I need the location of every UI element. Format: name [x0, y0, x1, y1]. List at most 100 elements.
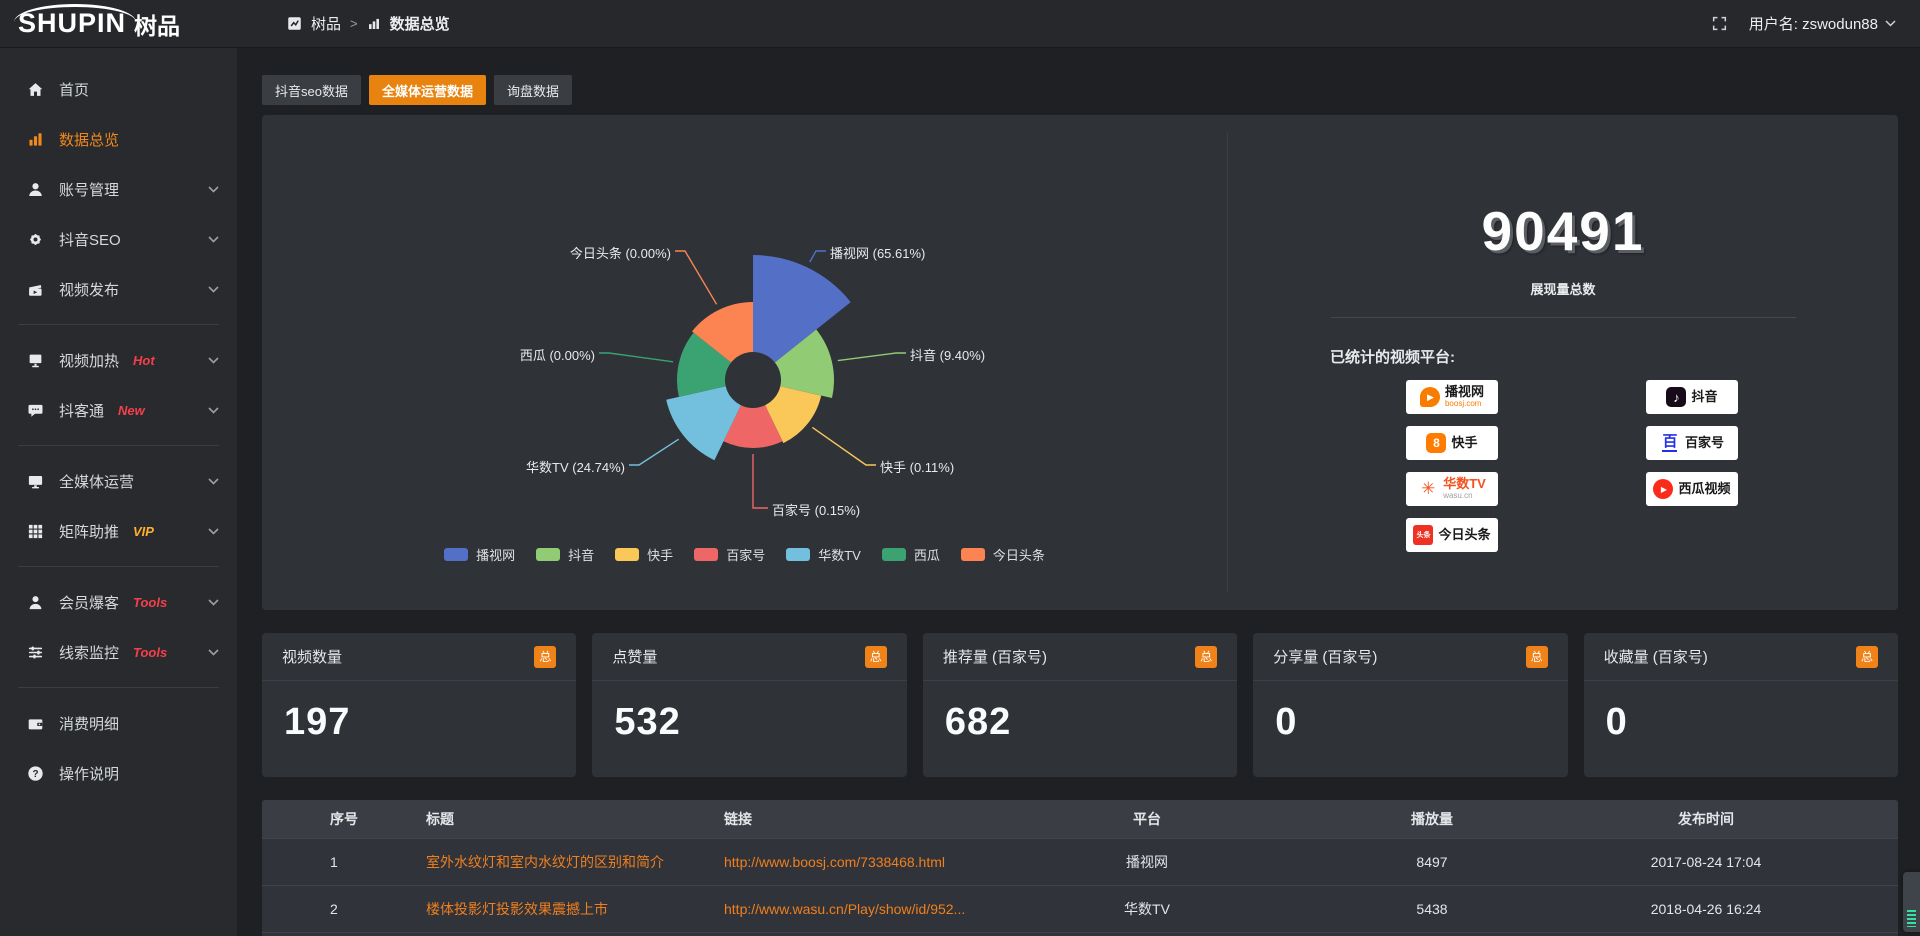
user-menu[interactable]: 用户名: zswodun88 — [1749, 13, 1896, 34]
total-badge: 总 — [534, 645, 557, 668]
pie-slice-百家号[interactable] — [723, 405, 783, 449]
sidebar-item-全媒体运营[interactable]: 全媒体运营 — [0, 456, 237, 506]
sidebar-item-账号管理[interactable]: 账号管理 — [0, 164, 237, 214]
sidebar-item-抖客通[interactable]: 抖客通 New — [0, 385, 237, 435]
cell-seq: 2 — [318, 884, 414, 932]
sidebar-item-线索监控[interactable]: 线索监控 Tools — [0, 627, 237, 677]
video-title-link[interactable]: 室外水纹灯和室内水纹灯的区别和简介 — [426, 853, 664, 870]
stat-card-推荐量 (百家号): 推荐量 (百家号) 总 682 — [922, 633, 1238, 777]
legend-item-西瓜[interactable]: 西瓜 — [881, 545, 940, 564]
member-icon — [27, 594, 44, 611]
sidebar-item-label: 首页 — [59, 81, 90, 99]
sidebar-item-操作说明[interactable]: ? 操作说明 — [0, 748, 237, 798]
sidebar-item-label: 会员爆客 — [59, 594, 120, 612]
stat-card-title: 视频数量 — [282, 649, 343, 666]
xigua-logo-icon: ▶ — [1653, 479, 1674, 499]
sidebar-item-会员爆客[interactable]: 会员爆客 Tools — [0, 577, 237, 627]
platform-name: 西瓜视频 — [1678, 480, 1731, 496]
stat-card-value: 682 — [944, 701, 1012, 743]
legend-label: 今日头条 — [992, 548, 1045, 563]
pie-slice-快手[interactable] — [765, 386, 822, 444]
breadcrumb-separator: > — [350, 16, 358, 31]
stat-card-value: 0 — [1275, 701, 1298, 743]
sidebar-item-数据总览[interactable]: 数据总览 — [0, 114, 237, 164]
cell-title: 楼体投影灯投影效果震撼上市 — [414, 884, 712, 932]
stat-card-分享量 (百家号): 分享量 (百家号) 总 0 — [1253, 633, 1568, 777]
chat-icon — [27, 402, 44, 419]
sidebar-item-label: 操作说明 — [59, 765, 120, 783]
platform-sub: boosj.com — [1444, 398, 1482, 408]
fullscreen-button[interactable] — [1712, 16, 1727, 31]
video-url-link[interactable]: http://www.wasu.cn/Play/show/id/952... — [724, 900, 966, 917]
platform-badge-播视网: ▶ 播视网 boosj.com — [1406, 380, 1498, 414]
legend-swatch — [615, 548, 640, 561]
pie-chart: 播视网 (65.61%) 抖音 (9.40%) 快手 (0.11%) 百家号 (0.1… — [262, 115, 1227, 610]
tab-询盘数据[interactable]: 询盘数据 — [493, 75, 572, 105]
total-badge: 总 — [1856, 645, 1879, 668]
sidebar-item-视频发布[interactable]: 视频发布 — [0, 264, 237, 314]
platform-badge-华数TV: ✳ 华数TV wasu.cn — [1406, 472, 1498, 506]
platform-badge-抖音: ♪ 抖音 — [1646, 380, 1738, 414]
cell-views: 8497 — [1282, 837, 1582, 885]
column-header-标题: 标题 — [414, 800, 712, 838]
floating-side-widget[interactable] — [1903, 872, 1920, 932]
pie-label-line — [629, 438, 680, 466]
pie-slice-今日头条[interactable] — [692, 302, 753, 363]
platform-badge-今日头条: 头条 今日头条 — [1406, 518, 1498, 552]
platform-badges-right: ♪ 抖音百百家号 ▶ 西瓜视频 — [1646, 380, 1738, 518]
tab-抖音seo数据[interactable]: 抖音seo数据 — [262, 75, 361, 105]
chevron-down-icon — [1885, 20, 1896, 27]
pie-slice-西瓜[interactable] — [676, 332, 732, 397]
legend-label: 西瓜 — [913, 548, 940, 563]
platforms-label: 已统计的视频平台: — [1330, 349, 1455, 366]
stat-card-header: 收藏量 (百家号) 总 — [1583, 633, 1899, 681]
legend-swatch — [444, 548, 469, 561]
column-header-序号: 序号 — [318, 800, 414, 838]
baijiahao-logo-icon: 百 — [1662, 433, 1678, 452]
legend-item-百家号[interactable]: 百家号 — [694, 545, 765, 564]
sidebar-item-抖音SEO[interactable]: 抖音SEO — [0, 214, 237, 264]
legend-item-华数TV[interactable]: 华数TV — [786, 545, 861, 564]
column-header-发布时间: 发布时间 — [1582, 800, 1830, 838]
table-body: 1 室外水纹灯和室内水纹灯的区别和简介 http://www.boosj.com/7… — [262, 837, 1898, 936]
chevron-down-icon — [208, 406, 219, 414]
video-title-link[interactable]: 楼体投影灯投影效果震撼上市 — [426, 900, 608, 917]
toutiao-logo-icon: 头条 — [1413, 525, 1434, 545]
legend-label: 快手 — [647, 548, 674, 563]
sidebar-item-label: 线索监控 — [59, 644, 120, 662]
user-icon — [27, 181, 44, 198]
stat-card-收藏量 (百家号): 收藏量 (百家号) 总 0 — [1583, 633, 1899, 777]
sidebar-item-矩阵助推[interactable]: 矩阵助推 VIP — [0, 506, 237, 556]
legend-item-快手[interactable]: 快手 — [615, 545, 673, 564]
legend-swatch — [881, 548, 906, 561]
pie-slice-华数TV[interactable] — [666, 386, 741, 461]
legend-item-播视网[interactable]: 播视网 — [444, 545, 515, 564]
sidebar-item-视频加热[interactable]: 视频加热 Hot — [0, 335, 237, 385]
kuaishou-logo-icon: 8 — [1426, 433, 1447, 453]
platform-badge-快手: 8 快手 — [1406, 426, 1498, 460]
breadcrumb-root[interactable]: 树品 — [311, 16, 342, 33]
pie-label-百家号: 百家号 (0.15%) — [772, 503, 861, 518]
pie-label-line — [837, 352, 906, 362]
pie-slice-抖音[interactable] — [774, 329, 835, 399]
pie-slice-播视网[interactable] — [753, 255, 851, 363]
sidebar-item-label: 数据总览 — [59, 131, 120, 149]
cell-platform: 华数TV — [1012, 884, 1282, 932]
sidebar-item-label: 消费明细 — [59, 715, 120, 733]
sidebar-item-首页[interactable]: 首页 — [0, 64, 237, 114]
legend-item-今日头条[interactable]: 今日头条 — [960, 545, 1045, 564]
video-url-link[interactable]: http://www.boosj.com/7338468.html — [724, 853, 946, 870]
gear-icon — [27, 231, 44, 248]
cell-link: http://www.boosj.com/7338468.html — [712, 837, 1012, 885]
cell-empty — [1830, 837, 1898, 885]
sidebar-item-消费明细[interactable]: 消费明细 — [0, 698, 237, 748]
platform-name: 今日头条 — [1438, 526, 1491, 542]
stat-card-header: 点赞量 总 — [592, 633, 907, 681]
column-header-empty — [1830, 800, 1898, 838]
sidebar-divider — [18, 566, 219, 567]
table-row: 1 室外水纹灯和室内水纹灯的区别和简介 http://www.boosj.com/7… — [262, 837, 1898, 885]
sidebar-item-badge: New — [118, 402, 145, 418]
legend-item-抖音[interactable]: 抖音 — [536, 545, 594, 564]
tab-全媒体运营数据[interactable]: 全媒体运营数据 — [368, 75, 486, 105]
sliders-icon — [27, 644, 44, 661]
